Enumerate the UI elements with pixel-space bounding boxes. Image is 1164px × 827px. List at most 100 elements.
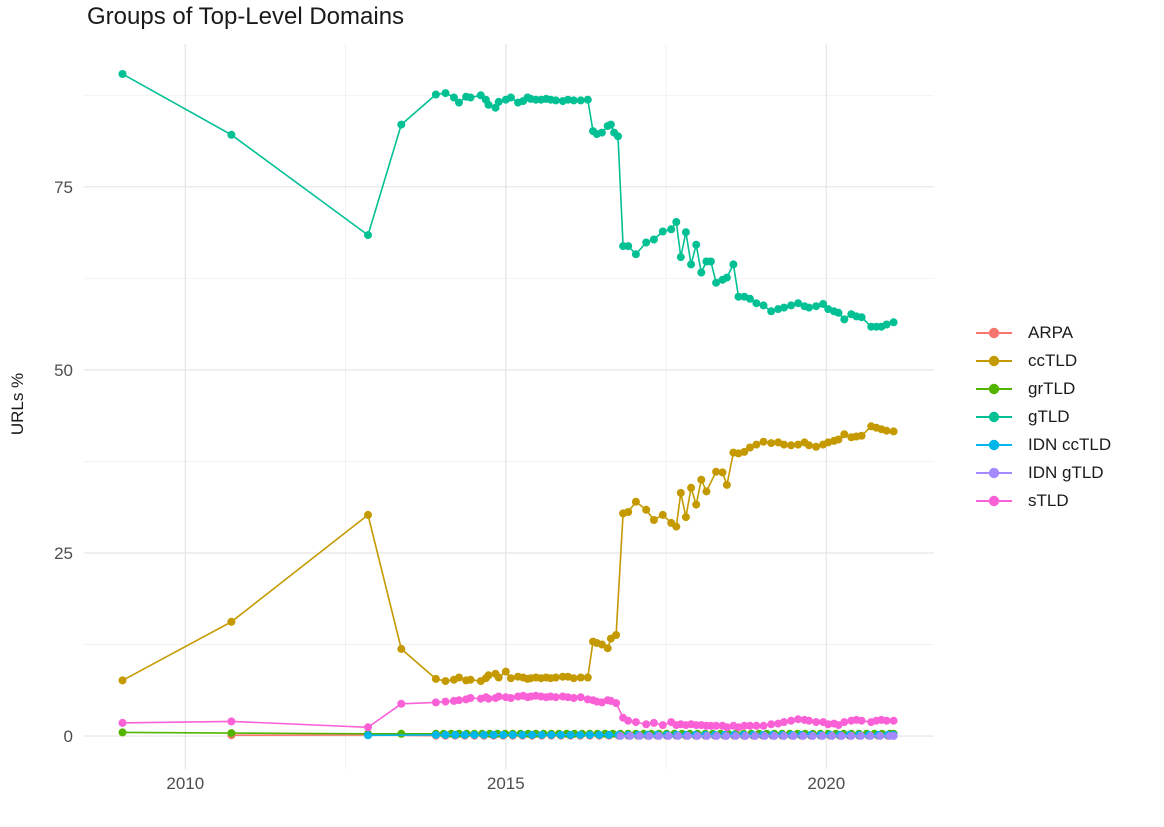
series-point-ccTLD	[397, 644, 406, 653]
series-point-sTLD	[752, 721, 761, 730]
series-point-IDN-ccTLD	[431, 730, 440, 739]
y-tick-label: 50	[54, 361, 73, 380]
series-point-gTLD	[712, 278, 721, 287]
series-point-gTLD	[834, 308, 843, 317]
series-point-IDN-gTLD	[876, 731, 885, 740]
series-point-ccTLD	[752, 440, 761, 449]
series-point-sTLD	[551, 693, 560, 702]
series-point-sTLD	[812, 718, 821, 727]
series-point-ccTLD	[718, 468, 727, 477]
legend-item-ARPA: ARPA	[976, 319, 1111, 347]
legend-key-dot	[988, 439, 1000, 451]
series-point-sTLD	[484, 694, 493, 703]
series-point-sTLD	[857, 716, 866, 725]
series-point-ccTLD	[569, 674, 578, 683]
series-point-IDN-gTLD	[635, 731, 644, 740]
series-point-sTLD	[227, 717, 236, 726]
series-point-IDN-gTLD	[828, 731, 837, 740]
series-point-ccTLD	[455, 673, 463, 682]
series-point-IDN-ccTLD	[451, 730, 460, 739]
y-tick-label: 25	[54, 544, 73, 563]
series-point-ccTLD	[551, 673, 560, 682]
legend-label: gTLD	[1028, 407, 1070, 426]
series-point-gTLD	[455, 98, 463, 107]
series-point-ccTLD	[787, 441, 796, 450]
series-point-gTLD	[484, 100, 493, 109]
series-point-gTLD	[551, 96, 560, 105]
legend-label: sTLD	[1028, 491, 1069, 510]
series-point-IDN-gTLD	[741, 731, 750, 740]
series-point-ccTLD	[882, 426, 891, 435]
series-point-gTLD	[706, 257, 715, 266]
series-point-gTLD	[606, 120, 615, 129]
series-point-gTLD	[667, 225, 676, 234]
legend-label: ARPA	[1028, 323, 1074, 342]
series-point-gTLD	[794, 299, 803, 308]
series-point-gTLD	[812, 302, 821, 311]
series-point-IDN-gTLD	[626, 731, 635, 740]
series-line-ccTLD	[122, 425, 894, 682]
legend-label: IDN ccTLD	[1028, 435, 1112, 454]
legend-key-ccTLD	[976, 355, 1012, 367]
series-point-ccTLD	[794, 440, 803, 449]
series-point-IDN-ccTLD	[364, 731, 372, 740]
series-point-ccTLD	[484, 671, 493, 680]
series-point-ccTLD	[506, 674, 515, 683]
series-point-sTLD	[576, 693, 585, 702]
series-point-ccTLD	[612, 631, 621, 639]
series-point-sTLD	[889, 716, 898, 725]
series-point-IDN-ccTLD	[585, 730, 594, 739]
series-point-gTLD	[118, 70, 127, 78]
series-point-ccTLD	[692, 500, 701, 509]
legend-label: IDN gTLD	[1028, 463, 1104, 482]
series-point-gTLD	[889, 318, 898, 327]
series-point-gTLD	[722, 273, 731, 282]
series-point-ccTLD	[431, 674, 440, 683]
series-point-ccTLD	[759, 437, 768, 446]
series-point-IDN-gTLD	[674, 731, 683, 740]
series-point-gTLD	[624, 242, 633, 251]
series-point-IDN-gTLD	[889, 731, 898, 740]
series-point-gTLD	[227, 130, 236, 139]
series-point-sTLD	[722, 723, 731, 732]
series-point-sTLD	[805, 716, 813, 725]
legend-item-grTLD: grTLD	[976, 375, 1111, 403]
legend-key-ARPA	[976, 327, 1012, 339]
series-point-gTLD	[397, 120, 406, 129]
series-point-IDN-gTLD	[693, 731, 702, 740]
series-point-ccTLD	[676, 488, 685, 497]
series-point-gTLD	[441, 89, 450, 98]
series-point-gTLD	[649, 235, 658, 244]
series-point-gTLD	[681, 228, 690, 237]
series-point-gTLD	[642, 238, 651, 247]
series-point-IDN-ccTLD	[460, 730, 469, 739]
series-point-sTLD	[794, 715, 803, 724]
series-point-IDN-gTLD	[731, 731, 740, 740]
series-point-gTLD	[466, 93, 475, 102]
series-point-ccTLD	[697, 475, 706, 484]
series-point-sTLD	[712, 721, 721, 730]
series-point-gTLD	[805, 303, 813, 312]
series-point-gTLD	[672, 218, 681, 226]
series-point-ccTLD	[889, 427, 898, 436]
series-point-ccTLD	[812, 442, 821, 451]
legend-key-dot	[988, 411, 1000, 423]
series-point-ccTLD	[631, 497, 640, 506]
series-point-IDN-ccTLD	[489, 730, 498, 739]
series-point-ccTLD	[227, 617, 236, 626]
x-tick-label: 2010	[166, 774, 204, 793]
series-point-sTLD	[824, 720, 833, 729]
series-point-IDN-gTLD	[808, 731, 817, 740]
legend-key-gTLD	[976, 411, 1012, 423]
series-point-sTLD	[455, 696, 463, 705]
legend-item-IDN-gTLD: IDN gTLD	[976, 459, 1111, 487]
x-tick-label: 2020	[807, 774, 845, 793]
series-point-ccTLD	[857, 431, 866, 440]
series-point-IDN-ccTLD	[605, 730, 613, 739]
chart-title: Groups of Top-Level Domains	[87, 3, 405, 30]
series-point-sTLD	[624, 716, 633, 725]
series-point-IDN-ccTLD	[547, 730, 556, 739]
legend-item-ccTLD: ccTLD	[976, 347, 1111, 375]
series-point-ccTLD	[740, 447, 749, 456]
